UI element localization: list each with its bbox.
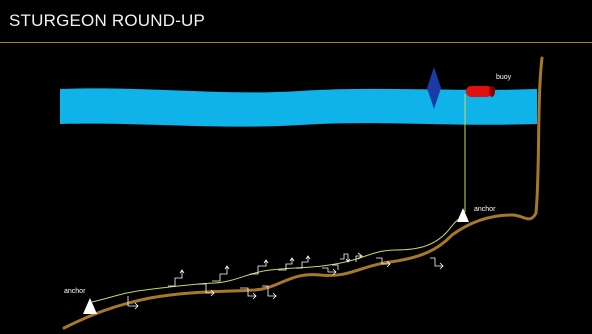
water-surface-band xyxy=(60,88,537,127)
hook-icon xyxy=(198,283,215,297)
hook-icon xyxy=(127,296,139,310)
diamond-marker-icon xyxy=(427,67,441,109)
hook-icon xyxy=(332,253,351,270)
hook-icon xyxy=(262,285,277,300)
ground-line xyxy=(91,217,464,303)
hook-icon xyxy=(168,269,185,287)
hooks-group xyxy=(127,252,444,310)
seabed-line xyxy=(62,56,544,330)
hook-icon xyxy=(250,259,269,275)
hook-icon xyxy=(430,257,444,270)
hook-icon xyxy=(278,257,295,271)
hook-icon xyxy=(322,267,337,276)
hook-icon xyxy=(296,255,311,269)
hook-icon xyxy=(355,252,363,262)
anchor-right-icon xyxy=(457,208,469,222)
anchor-left-icon xyxy=(83,298,97,314)
buoy-label: buoy xyxy=(496,74,512,81)
hook-icon xyxy=(376,257,391,268)
page-title: STURGEON ROUND-UP xyxy=(9,11,206,30)
hook-icon xyxy=(240,287,257,300)
hook-icon xyxy=(212,265,230,282)
anchor-left-label: anchor xyxy=(64,288,86,295)
anchor-right-label: anchor xyxy=(474,206,496,213)
title-bar: STURGEON ROUND-UP xyxy=(0,0,592,43)
buoy-icon xyxy=(466,86,495,97)
